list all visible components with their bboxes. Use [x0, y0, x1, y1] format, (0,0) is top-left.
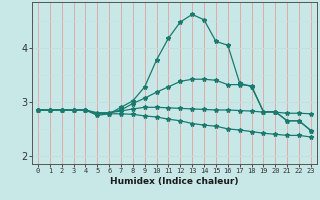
X-axis label: Humidex (Indice chaleur): Humidex (Indice chaleur) [110, 177, 239, 186]
